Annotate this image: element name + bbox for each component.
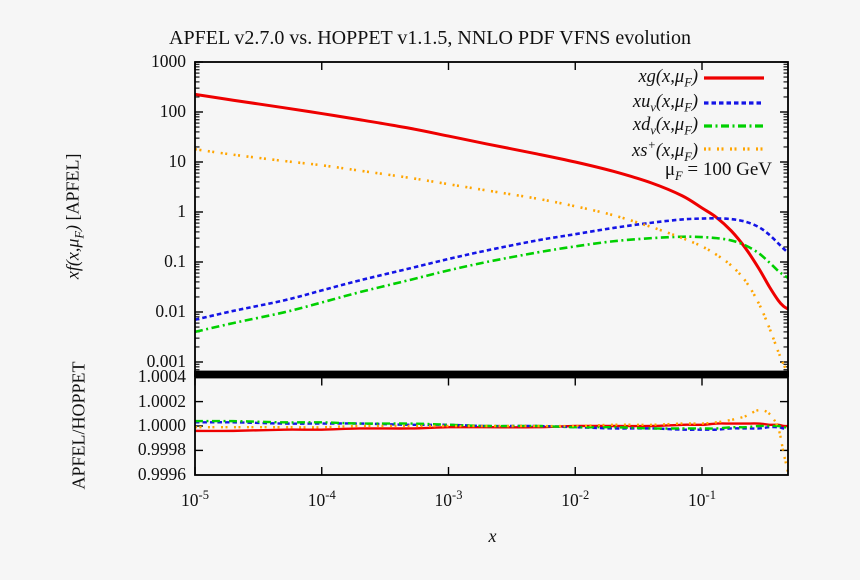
series-ratio-dotted (195, 408, 788, 473)
x-axis-label: x (488, 526, 497, 546)
series-top-dashed (195, 217, 788, 322)
y-tick-label-top: 0.1 (164, 251, 186, 271)
y-tick-label-top: 100 (159, 101, 186, 121)
y-tick-label-top: 10 (168, 151, 187, 171)
y-tick-label-ratio: 0.9996 (137, 463, 186, 484)
legend-label-xsp: xs+(x,μF) (632, 138, 698, 164)
legend-label-xuv: xuv(x,μF) (632, 92, 698, 115)
x-tick-label: 10-3 (434, 488, 463, 510)
series-top-dotted (195, 147, 788, 372)
x-tick-label: 10-5 (181, 488, 209, 510)
x-tick-label: 10-2 (561, 488, 590, 510)
y-tick-label-ratio: 1.0004 (137, 366, 186, 387)
y-tick-label-ratio: 1.0000 (137, 415, 186, 435)
y-tick-label-top: 0.01 (155, 301, 186, 321)
mu-annotation: μF = 100 GeV (664, 159, 772, 183)
y-tick-label-top: 1000 (151, 51, 186, 71)
panel-divider (194, 370, 789, 378)
x-tick-label: 10-1 (688, 488, 716, 510)
ratio-panel-border (194, 376, 789, 476)
y-tick-label-ratio: 0.9998 (137, 439, 186, 460)
chart-title: APFEL v2.7.0 vs. HOPPET v1.1.5, NNLO PDF… (169, 27, 691, 49)
legend-label-xdv: xdv(x,μF) (632, 115, 698, 138)
legend-label-xg: xg(x,μF) (638, 67, 698, 90)
series-top-solid (195, 92, 788, 311)
y-tick-label-top: 1 (177, 201, 186, 221)
y-tick-label-top: 0.001 (146, 351, 186, 371)
series-top-dashdot (195, 235, 788, 334)
series-ratio-dashdot (195, 419, 788, 430)
y-tick-label-ratio: 1.0002 (137, 390, 186, 411)
x-tick-label: 10-4 (307, 488, 336, 510)
series-ratio-solid (195, 422, 788, 433)
